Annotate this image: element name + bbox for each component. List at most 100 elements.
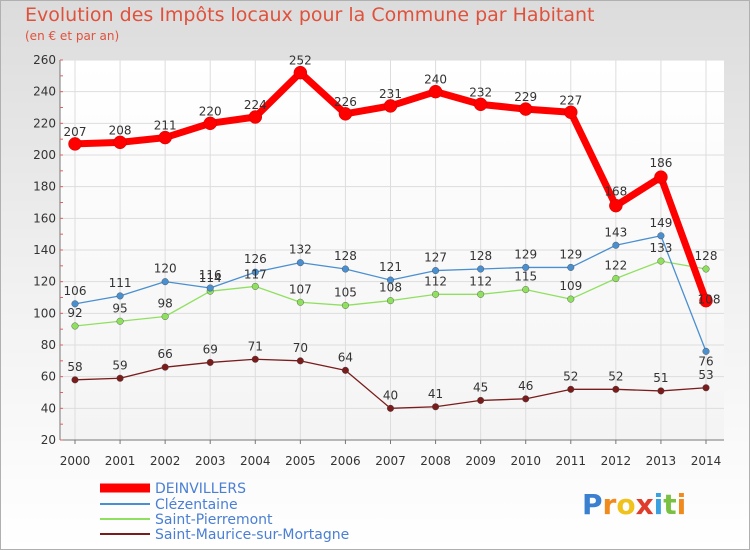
data-label: 116 — [199, 268, 222, 282]
data-label: 129 — [559, 247, 582, 261]
x-axis-ticks: 2000 2001 2002 2003 2004 2005 2006 2007 2008 2009… — [60, 440, 721, 468]
data-label: 128 — [469, 249, 492, 263]
x-tick-label: 2012 — [601, 454, 632, 468]
data-label: 149 — [649, 216, 672, 230]
data-label: 70 — [293, 341, 308, 355]
data-label: 95 — [112, 301, 127, 315]
data-point — [206, 284, 214, 292]
data-point — [612, 385, 620, 393]
data-label: 224 — [244, 98, 267, 112]
data-point — [248, 110, 263, 124]
data-label: 186 — [649, 156, 672, 170]
data-point — [296, 259, 304, 267]
data-label: 108 — [379, 281, 402, 295]
x-tick-label: 2004 — [240, 454, 271, 468]
data-label: 52 — [563, 369, 578, 383]
data-point — [702, 347, 710, 355]
x-tick-label: 2001 — [105, 454, 136, 468]
legend-label: Clézentaine — [155, 497, 238, 513]
x-tick-label: 2010 — [510, 454, 541, 468]
data-point — [71, 376, 79, 384]
data-label: 111 — [109, 276, 132, 290]
y-tick-label: 200 — [33, 148, 56, 162]
data-point — [158, 130, 172, 145]
data-label: 220 — [199, 104, 222, 118]
data-point — [71, 322, 79, 330]
y-tick-label: 80 — [41, 338, 56, 352]
data-label: 76 — [698, 354, 713, 368]
data-label: 46 — [518, 379, 533, 393]
data-point — [702, 265, 710, 273]
data-labels: 207 208 211 220 224 252 226 231 240 232 229 227 168 1… — [64, 54, 721, 403]
y-tick-label: 100 — [33, 306, 56, 320]
data-point — [432, 290, 440, 298]
data-point — [383, 99, 398, 113]
data-label: 64 — [338, 350, 353, 364]
x-tick-label: 2009 — [465, 454, 496, 468]
data-label: 52 — [608, 369, 623, 383]
data-label: 40 — [383, 388, 398, 402]
data-point — [477, 396, 485, 404]
data-point — [341, 366, 349, 374]
data-label: 106 — [64, 284, 87, 298]
data-label: 71 — [248, 339, 263, 353]
y-tick-label: 180 — [33, 180, 56, 194]
data-point — [657, 387, 665, 395]
data-label: 122 — [604, 259, 627, 273]
data-point — [477, 290, 485, 298]
data-point — [612, 241, 620, 249]
y-tick-label: 220 — [33, 116, 56, 130]
data-label: 112 — [424, 274, 447, 288]
data-label: 252 — [289, 54, 312, 68]
y-tick-label: 60 — [41, 370, 56, 384]
data-point — [113, 135, 127, 150]
y-tick-label: 40 — [41, 401, 56, 415]
data-label: 69 — [203, 342, 218, 356]
y-tick-label: 20 — [41, 433, 56, 447]
data-label: 58 — [67, 360, 82, 374]
data-point — [387, 276, 395, 284]
data-label: 207 — [64, 125, 87, 139]
data-label: 229 — [514, 90, 537, 104]
data-label: 107 — [289, 282, 312, 296]
data-point — [341, 265, 349, 273]
data-point — [699, 293, 713, 308]
series-layer — [68, 65, 713, 412]
x-tick-label: 2007 — [375, 454, 406, 468]
data-point — [296, 357, 304, 365]
x-tick-label: 2008 — [420, 454, 451, 468]
data-point — [567, 263, 575, 271]
data-label: 120 — [154, 262, 177, 276]
data-point — [654, 170, 668, 184]
data-label: 117 — [244, 267, 267, 281]
data-point — [293, 65, 308, 80]
y-tick-label: 120 — [33, 275, 56, 289]
data-label: 211 — [154, 119, 177, 133]
legend-label: Saint-Maurice-sur-Mortagne — [155, 527, 349, 543]
data-label: 45 — [473, 380, 488, 394]
data-label: 41 — [428, 387, 443, 401]
data-point — [116, 292, 124, 300]
data-point — [477, 265, 485, 273]
data-point — [522, 263, 530, 271]
data-label: 114 — [199, 271, 222, 285]
data-point — [116, 374, 124, 382]
x-tick-label: 2003 — [195, 454, 226, 468]
data-point — [116, 317, 124, 325]
data-point — [251, 355, 259, 363]
y-axis-ticks: 20 40 60 80 100 120 140 160 180 200 220 240 260 — [33, 53, 63, 447]
data-point — [564, 105, 578, 119]
data-label: 109 — [559, 279, 582, 293]
data-point — [341, 301, 349, 309]
data-point — [428, 84, 443, 99]
data-label: 143 — [604, 225, 627, 239]
data-point — [161, 363, 169, 371]
chart-subtitle: (en € et par an) — [25, 29, 120, 43]
data-point — [567, 295, 575, 303]
data-label: 53 — [698, 368, 713, 382]
data-point — [251, 282, 259, 290]
data-point — [296, 298, 304, 306]
data-label: 133 — [649, 241, 672, 255]
logo-text: Proxiti — [582, 488, 686, 521]
